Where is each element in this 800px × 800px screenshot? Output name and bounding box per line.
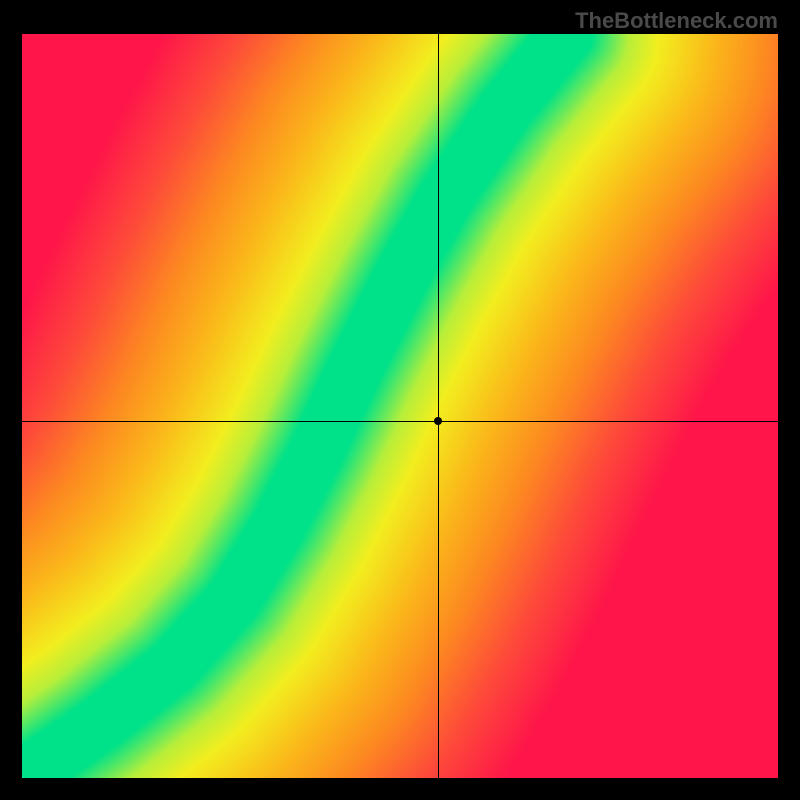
crosshair-vertical	[438, 34, 439, 778]
heatmap-canvas	[22, 34, 778, 778]
watermark-text: TheBottleneck.com	[575, 8, 778, 34]
chart-container: TheBottleneck.com	[0, 0, 800, 800]
plot-area	[22, 34, 778, 778]
marker-dot	[434, 417, 442, 425]
crosshair-horizontal	[22, 421, 778, 422]
